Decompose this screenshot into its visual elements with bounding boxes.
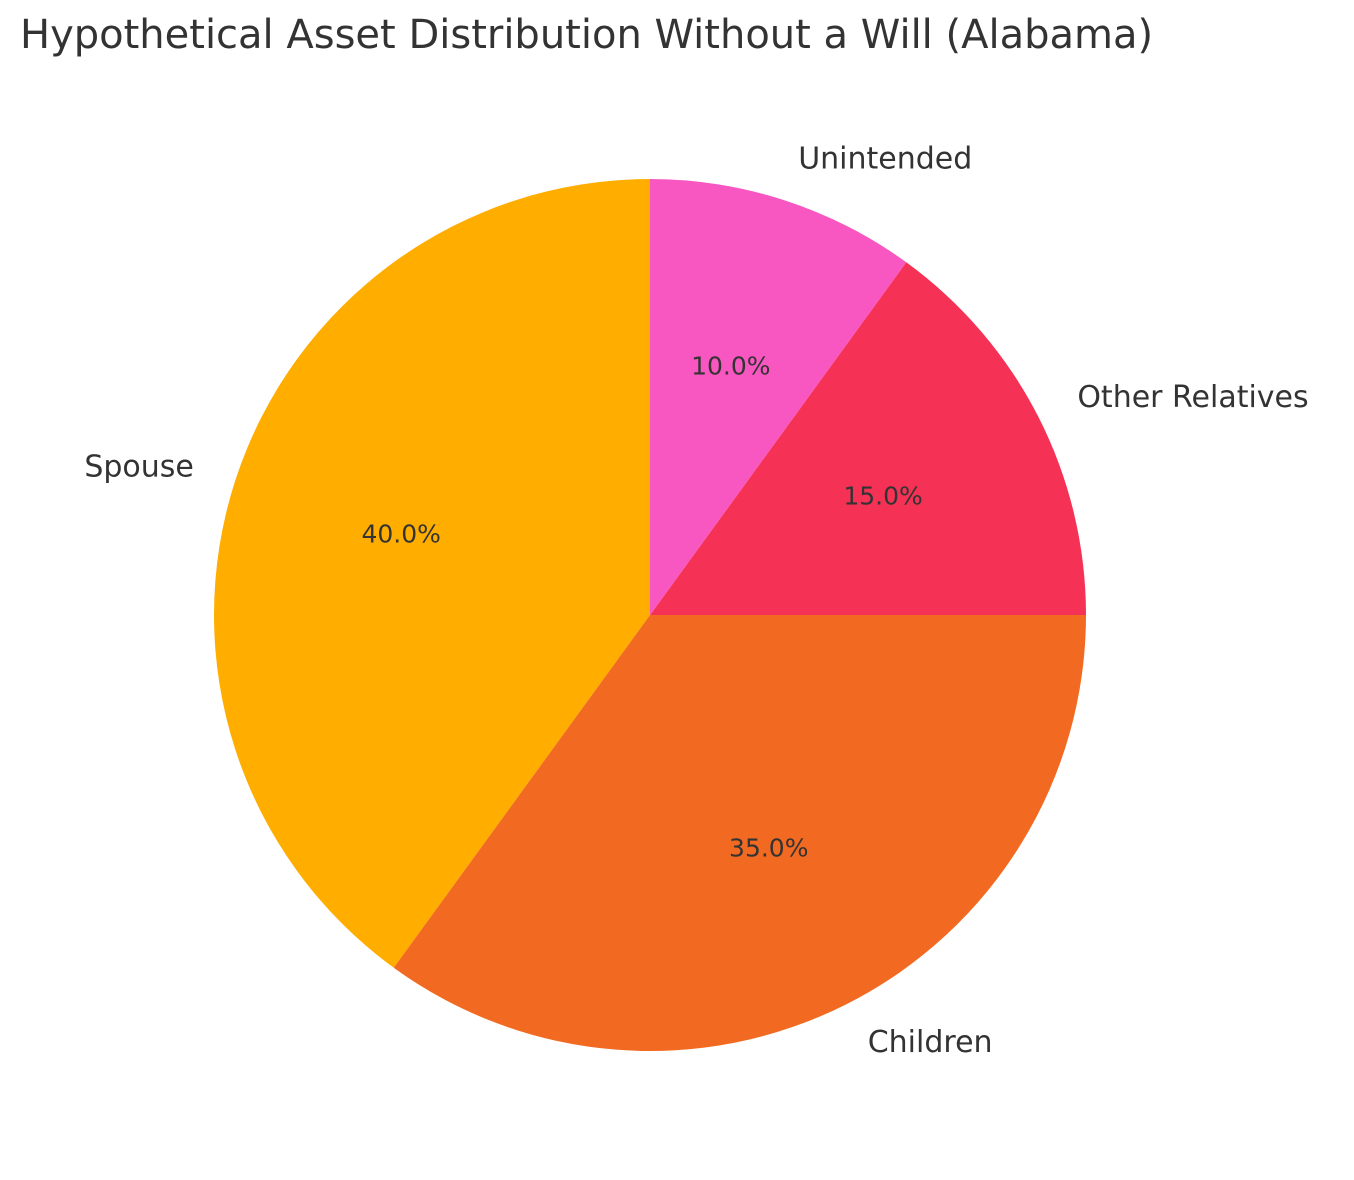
pie-slice-other-relatives [650,262,1086,615]
pct-label-unintended: 10.0% [691,352,770,381]
pie-labels: 40.0% Spouse 35.0% Children 15.0% Other Relat… [84,141,1308,1059]
pct-label-other-relatives: 15.0% [843,482,922,511]
category-label-children: Children [868,1025,993,1060]
pie-slice-spouse [214,179,650,968]
pie-slices [214,179,1087,1051]
category-label-unintended: Unintended [798,141,972,176]
pct-label-spouse: 40.0% [361,520,440,549]
pie-slice-children [393,615,1087,1051]
pie-slice-unintended [650,179,907,615]
category-label-other-relatives: Other Relatives [1077,380,1308,415]
chart-title: Hypothetical Asset Distribution Without … [20,12,1154,58]
pct-label-children: 35.0% [729,834,808,863]
category-label-spouse: Spouse [84,449,194,484]
